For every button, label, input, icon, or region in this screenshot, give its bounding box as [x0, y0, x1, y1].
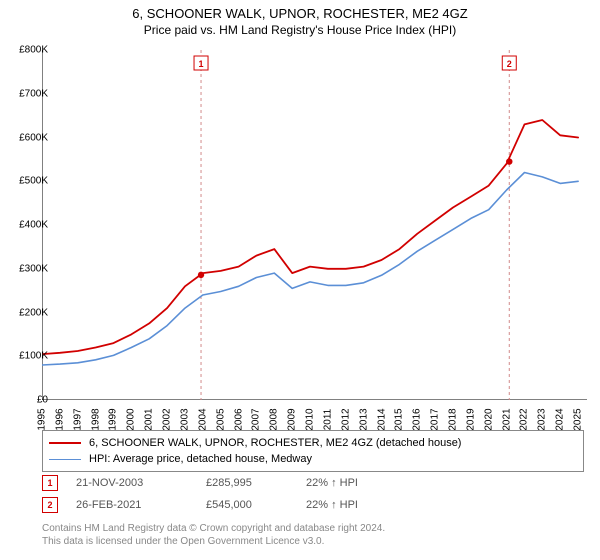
table-row: 1 21-NOV-2003 £285,995 22% ↑ HPI [42, 472, 416, 494]
chart-subtitle: Price paid vs. HM Land Registry's House … [0, 23, 600, 37]
x-tick-label: 2017 [430, 408, 441, 430]
y-tick-label: £600K [19, 132, 48, 143]
x-tick-label: 2001 [144, 408, 155, 430]
tx-hpi: 22% ↑ HPI [306, 499, 416, 511]
tx-price: £545,000 [206, 499, 306, 511]
x-tick-label: 2013 [358, 408, 369, 430]
y-tick-label: £800K [19, 45, 48, 56]
x-tick-label: 1997 [72, 408, 83, 430]
x-tick-label: 2006 [233, 408, 244, 430]
x-tick-label: 2025 [573, 408, 584, 430]
transactions-table: 1 21-NOV-2003 £285,995 22% ↑ HPI 2 26-FE… [42, 472, 416, 516]
x-tick-label: 1999 [108, 408, 119, 430]
chart-title: 6, SCHOONER WALK, UPNOR, ROCHESTER, ME2 … [0, 6, 600, 21]
y-tick-label: £700K [19, 88, 48, 99]
y-tick-label: £300K [19, 263, 48, 274]
table-row: 2 26-FEB-2021 £545,000 22% ↑ HPI [42, 494, 416, 516]
line-chart: 12 [42, 50, 587, 400]
svg-text:2: 2 [507, 59, 512, 69]
x-tick-label: 2008 [269, 408, 280, 430]
y-tick-label: £200K [19, 307, 48, 318]
y-tick-label: £500K [19, 176, 48, 187]
x-tick-label: 2000 [126, 408, 137, 430]
y-tick-label: £400K [19, 220, 48, 231]
tx-price: £285,995 [206, 477, 306, 489]
x-tick-label: 2022 [519, 408, 530, 430]
x-tick-label: 2020 [483, 408, 494, 430]
x-tick-label: 2021 [501, 408, 512, 430]
x-tick-label: 2009 [287, 408, 298, 430]
x-tick-label: 2002 [162, 408, 173, 430]
x-tick-label: 2011 [322, 409, 333, 431]
footer-line1: Contains HM Land Registry data © Crown c… [42, 522, 385, 535]
x-tick-label: 1996 [54, 408, 65, 430]
tx-date: 21-NOV-2003 [76, 477, 206, 489]
x-tick-label: 2019 [465, 408, 476, 430]
legend-label-blue: HPI: Average price, detached house, Medw… [89, 453, 312, 465]
x-tick-label: 2010 [305, 408, 316, 430]
tx-hpi: 22% ↑ HPI [306, 477, 416, 489]
marker-badge-2: 2 [42, 497, 58, 513]
svg-text:1: 1 [199, 59, 204, 69]
legend: 6, SCHOONER WALK, UPNOR, ROCHESTER, ME2 … [42, 430, 584, 472]
legend-swatch-blue [49, 459, 81, 460]
x-tick-label: 2007 [251, 408, 262, 430]
y-tick-label: £0 [37, 395, 48, 406]
x-tick-label: 1998 [90, 408, 101, 430]
x-tick-label: 1995 [37, 408, 48, 430]
x-tick-label: 2024 [555, 408, 566, 430]
footer-line2: This data is licensed under the Open Gov… [42, 535, 385, 548]
x-tick-label: 2018 [447, 408, 458, 430]
x-tick-label: 2004 [197, 408, 208, 430]
y-tick-label: £100K [19, 351, 48, 362]
x-tick-label: 2016 [412, 408, 423, 430]
x-tick-label: 2023 [537, 408, 548, 430]
x-tick-label: 2005 [215, 408, 226, 430]
x-tick-label: 2003 [179, 408, 190, 430]
x-tick-label: 2014 [376, 408, 387, 430]
marker-badge-1: 1 [42, 475, 58, 491]
legend-label-red: 6, SCHOONER WALK, UPNOR, ROCHESTER, ME2 … [89, 437, 461, 449]
footer-attribution: Contains HM Land Registry data © Crown c… [42, 522, 385, 548]
legend-swatch-red [49, 442, 81, 444]
x-tick-label: 2015 [394, 408, 405, 430]
x-tick-label: 2012 [340, 408, 351, 430]
tx-date: 26-FEB-2021 [76, 499, 206, 511]
